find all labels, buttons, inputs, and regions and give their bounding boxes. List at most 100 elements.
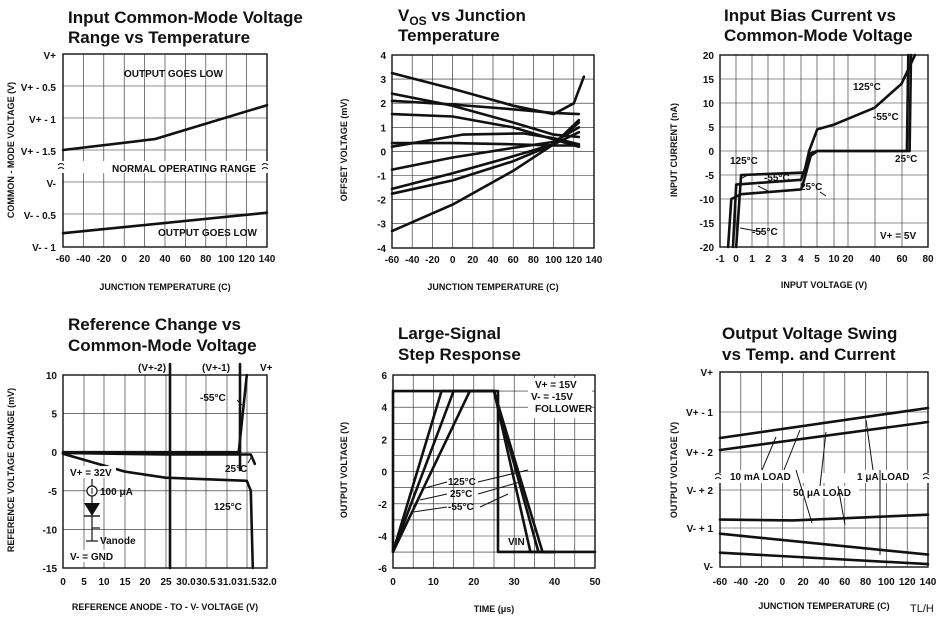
x-tick-label: 31.5	[237, 577, 257, 588]
x-tick-labels: -60 -40 -20 0 20 40 60 80 100 120 140	[713, 577, 937, 588]
series-line	[61, 211, 269, 235]
x-tick-label: 120	[899, 577, 916, 588]
y-axis-label: OFFSET VOLTAGE (mV)	[339, 99, 349, 202]
axis-break	[719, 473, 929, 483]
series-line	[390, 130, 581, 191]
x-tick-label: 100	[878, 577, 895, 588]
plot-frame	[719, 54, 929, 248]
y-tick-label: 20	[703, 51, 715, 62]
x-tick-label: 0	[450, 255, 456, 266]
annotation-supply: V+ = 5V	[880, 231, 916, 242]
axis-break	[62, 161, 268, 173]
y-tick-label: 5	[51, 410, 57, 421]
chart-reference-change: Reference Change vs Common-Mode Voltage …	[6, 315, 277, 612]
y-tick-label: 10	[46, 371, 58, 382]
schematic-bg	[68, 466, 116, 478]
y-tick-label: V-	[47, 179, 56, 190]
schematic-ground: V- = GND	[70, 552, 113, 563]
x-tick-label: 0	[390, 577, 396, 588]
y-tick-label: -10	[700, 195, 715, 206]
annotation-normal-range: NORMAL OPERATING RANGE	[112, 164, 256, 175]
x-tick-label: 40	[159, 254, 171, 265]
annotation-bg	[728, 470, 786, 482]
axis-break-mark	[714, 473, 930, 480]
x-axis-label: INPUT VOLTAGE (V)	[781, 280, 867, 290]
chart-title-line2: Common-Mode Voltage	[68, 336, 257, 355]
series-line	[390, 99, 581, 116]
y-tick-labels: 20 15 10 5 0 -5 -10 -15 -20	[700, 51, 715, 254]
series-line	[734, 53, 917, 249]
chart-vos: VOS vs Junction Temperature 4 3 2 1 0 -1 -2 -3 -…	[339, 6, 603, 292]
x-tick-label: 80	[528, 255, 540, 266]
y-tick-label: V+	[43, 51, 56, 62]
x-tick-label: 3	[781, 254, 787, 265]
series-group	[726, 53, 917, 249]
annotation-10ma: 10 mA LOAD	[730, 472, 791, 483]
x-tick-label: 5	[814, 254, 820, 265]
grid	[62, 54, 268, 247]
x-tick-label: 4	[798, 254, 804, 265]
x-tick-label: 1	[749, 254, 755, 265]
series-line	[718, 532, 930, 556]
annotation-25c: 25°C	[225, 464, 247, 475]
y-tick-label: 2	[380, 99, 386, 110]
x-tick-label: 20	[468, 577, 480, 588]
annotation-minus55c: -55°C	[873, 112, 899, 123]
series-line	[390, 112, 581, 148]
x-tick-label: 10	[428, 577, 440, 588]
annotation-bg	[853, 470, 915, 482]
y-tick-label: V+ - 1	[29, 115, 56, 126]
diode-symbol	[84, 503, 100, 516]
top-label: (V+-2)	[138, 363, 166, 374]
test-circuit-schematic: V+ = 32V 100 μA Vanode V- = GND	[68, 466, 136, 563]
annotation-minus55c: -55°C	[200, 393, 226, 404]
x-tick-label: 5	[81, 577, 87, 588]
x-tick-label: 140	[586, 255, 603, 266]
y-tick-label: 15	[703, 75, 715, 86]
annotation-output-goes-low: OUTPUT GOES LOW	[158, 228, 257, 239]
chart-title-line1: Input Common-Mode Voltage	[68, 8, 303, 27]
y-tick-label: 10	[703, 99, 715, 110]
x-tick-labels: 0 5 10 15 20 25 30.0 30.5 31.0 31.5 32.0	[60, 577, 277, 588]
x-axis-label: JUNCTION TEMPERATURE (C)	[99, 282, 230, 292]
x-tick-label: -60	[56, 254, 71, 265]
y-tick-labels: 10 5 0 -5 -10 -15	[43, 371, 58, 575]
series-group	[61, 103, 269, 235]
y-tick-label: V+ - 1	[686, 408, 713, 419]
axis-break-mark	[57, 163, 269, 170]
x-tick-label: 40	[869, 254, 881, 265]
y-tick-labels: 4 3 2 1 0 -1 -2 -3 -4	[377, 51, 386, 255]
figure-id: TL/H	[910, 603, 934, 615]
annotation-vin: VIN	[508, 537, 525, 548]
y-tick-label: -2	[377, 196, 386, 207]
x-tick-label: 0	[780, 577, 786, 588]
y-tick-label: -20	[700, 243, 715, 254]
x-tick-labels: -1 0 1 2 3 4 5 10 20 40 60 80	[716, 254, 934, 265]
x-tick-label: 0	[733, 254, 739, 265]
annotation-25c: 25°C	[450, 489, 472, 500]
y-tick-label: 2	[381, 435, 387, 446]
annotation-25c: 25°C	[800, 182, 822, 193]
x-tick-labels: -60 -40 -20 0 20 40 60 80 100 120 140	[385, 255, 603, 266]
x-tick-label: 60	[896, 254, 908, 265]
x-tick-label: 30.5	[196, 577, 216, 588]
y-axis-label: OUTPUT VOLTAGE (V)	[669, 422, 679, 518]
x-tick-label: 40	[487, 255, 499, 266]
annotation-bg	[791, 486, 859, 498]
x-tick-label: 60	[508, 255, 520, 266]
y-tick-label: -15	[43, 564, 58, 575]
annotation-minus55c: -55°C	[752, 227, 778, 238]
x-axis-label: REFERENCE ANODE - TO - V- VOLTAGE (V)	[72, 602, 258, 612]
x-tick-label: -60	[713, 577, 728, 588]
y-tick-label: -10	[43, 525, 58, 536]
y-axis-label: INPUT CURRENT (nA)	[669, 103, 679, 197]
series-line	[718, 513, 930, 522]
schematic-anode-label: Vanode	[100, 536, 136, 547]
series-line	[731, 53, 913, 249]
annotation-follower: FOLLOWER	[535, 404, 593, 415]
y-tick-label: V-	[704, 562, 713, 573]
x-tick-label: 50	[589, 577, 601, 588]
annotation-25c: 25°C	[895, 154, 917, 165]
y-tick-label: 0	[381, 468, 387, 479]
